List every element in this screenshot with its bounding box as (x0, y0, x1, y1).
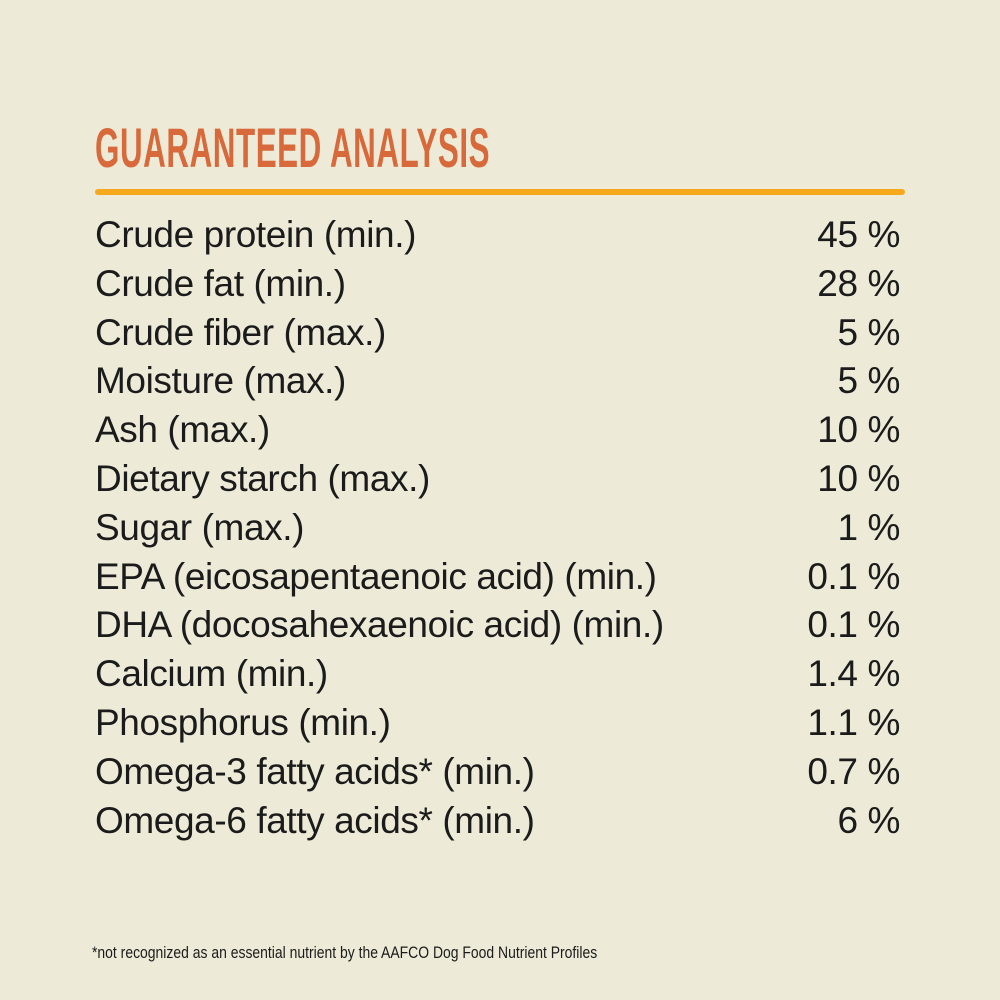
nutrient-value: 10 % (817, 457, 900, 499)
nutrient-label: Ash (max.) (95, 409, 270, 451)
table-row: Ash (max.) 10 % (95, 406, 900, 455)
nutrient-value: 6 % (837, 799, 900, 841)
analysis-table: Crude protein (min.) 45 % Crude fat (min… (95, 211, 900, 845)
table-row: Crude fiber (max.) 5 % (95, 309, 900, 358)
nutrient-value: 0.1 % (807, 555, 900, 597)
nutrient-label: Phosphorus (min.) (95, 701, 391, 743)
nutrient-value: 0.1 % (807, 604, 900, 646)
nutrient-value: 5 % (837, 360, 900, 402)
nutrient-label: Omega-6 fatty acids* (min.) (95, 799, 535, 841)
nutrient-label: Dietary starch (max.) (95, 457, 430, 499)
table-row: Moisture (max.) 5 % (95, 357, 900, 406)
nutrient-label: Moisture (max.) (95, 360, 346, 402)
table-row: Phosphorus (min.) 1.1 % (95, 699, 900, 748)
nutrient-label: Omega-3 fatty acids* (min.) (95, 750, 535, 792)
nutrient-value: 45 % (817, 214, 900, 255)
table-row: Crude fat (min.) 28 % (95, 260, 900, 309)
nutrient-value: 0.7 % (807, 750, 900, 792)
nutrient-label: Crude protein (min.) (95, 214, 417, 255)
nutrient-label: Crude fat (min.) (95, 262, 346, 304)
table-row: Dietary starch (max.) 10 % (95, 455, 900, 504)
nutrient-label: DHA (docosahexaenoic acid) (min.) (95, 604, 664, 646)
table-row: Crude protein (min.) 45 % (95, 211, 900, 260)
nutrient-value: 1.4 % (807, 653, 900, 695)
table-row: EPA (eicosapentaenoic acid) (min.) 0.1 % (95, 553, 900, 602)
page-title: GUARANTEED ANALYSIS (95, 116, 491, 179)
nutrient-label: Sugar (max.) (95, 506, 305, 548)
table-row: Omega-3 fatty acids* (min.) 0.7 % (95, 748, 900, 797)
nutrient-label: EPA (eicosapentaenoic acid) (min.) (95, 555, 657, 597)
table-row: Calcium (min.) 1.4 % (95, 650, 900, 699)
nutrient-label: Crude fiber (max.) (95, 311, 386, 353)
title-divider (95, 189, 905, 195)
nutrient-value: 1.1 % (807, 701, 900, 743)
nutrient-label: Calcium (min.) (95, 653, 328, 695)
nutrient-value: 28 % (817, 262, 900, 304)
nutrient-value: 5 % (837, 311, 900, 353)
aafco-footnote: *not recognized as an essential nutrient… (92, 943, 598, 962)
nutrient-value: 1 % (837, 506, 900, 548)
table-row: DHA (docosahexaenoic acid) (min.) 0.1 % (95, 601, 900, 650)
table-row: Omega-6 fatty acids* (min.) 6 % (95, 797, 900, 846)
table-row: Sugar (max.) 1 % (95, 504, 900, 553)
nutrient-value: 10 % (817, 409, 900, 451)
